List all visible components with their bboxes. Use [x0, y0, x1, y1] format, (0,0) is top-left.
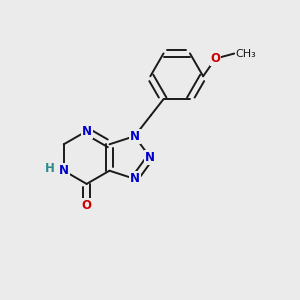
Text: N: N: [59, 164, 69, 177]
Text: N: N: [82, 124, 92, 138]
Text: N: N: [130, 172, 140, 185]
Text: O: O: [211, 52, 220, 65]
Text: CH₃: CH₃: [236, 49, 256, 58]
Text: O: O: [82, 199, 92, 212]
Text: N: N: [130, 130, 140, 142]
Text: N: N: [145, 151, 155, 164]
Text: H: H: [44, 162, 54, 176]
